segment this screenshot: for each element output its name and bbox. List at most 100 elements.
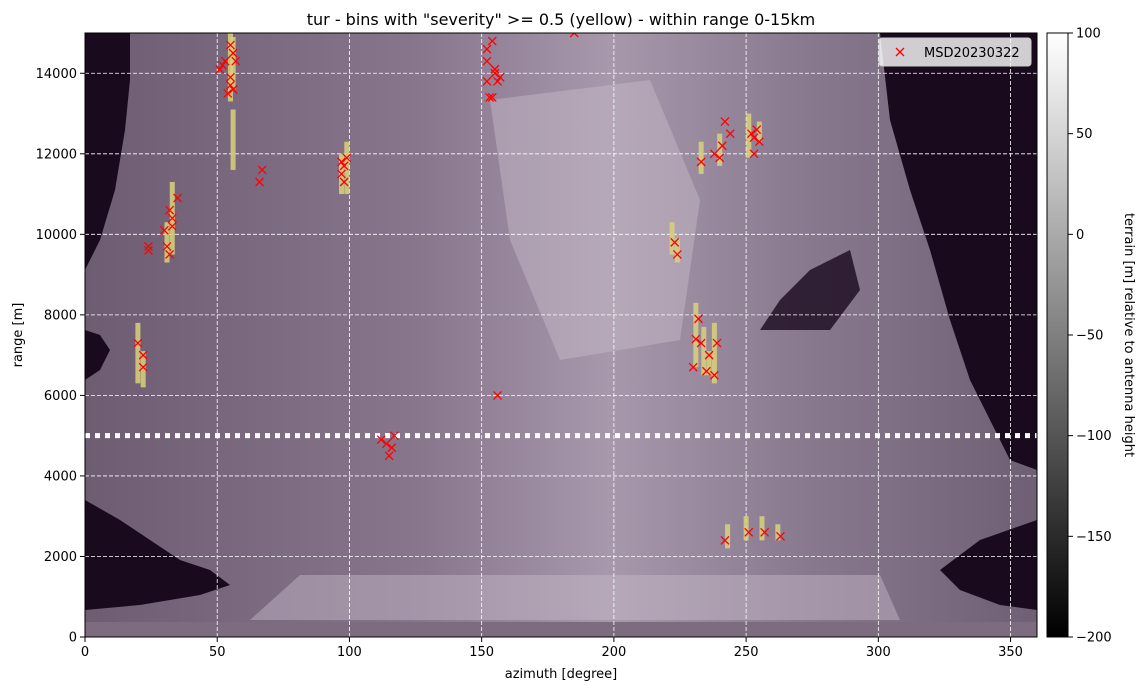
detection-markers xyxy=(133,33,785,545)
severity-bin xyxy=(227,33,233,102)
detection-marker xyxy=(228,84,238,94)
colorbar-tick-label: 100 xyxy=(1076,27,1101,42)
colorbar-tick-label: 50 xyxy=(1076,127,1093,142)
detection-marker xyxy=(387,443,397,453)
detection-marker xyxy=(257,165,267,175)
detection-marker xyxy=(389,431,399,441)
x-tick-label: 150 xyxy=(469,645,494,660)
severity-bin xyxy=(140,351,146,388)
detection-marker xyxy=(691,334,701,344)
legend-label: MSD20230322 xyxy=(924,46,1020,61)
detection-marker xyxy=(776,531,785,541)
detection-marker xyxy=(704,350,714,360)
detection-marker xyxy=(720,117,730,127)
detection-marker xyxy=(670,237,680,247)
detection-marker xyxy=(138,350,148,360)
detection-marker xyxy=(384,451,394,461)
detection-marker xyxy=(167,221,177,231)
detection-marker xyxy=(487,36,497,46)
x-tick-label: 300 xyxy=(866,645,891,660)
colorbar-tick-label: 0 xyxy=(1076,228,1084,243)
colorbar-tick-label: −100 xyxy=(1076,429,1112,444)
severity-bin xyxy=(743,516,749,541)
colorbar-tick-label: −150 xyxy=(1076,530,1112,545)
y-tick-label: 14000 xyxy=(36,67,77,82)
colorbar: 100 50 0 −50 −100 −150 −200 terrain [m] relati… xyxy=(1046,27,1136,646)
severity-bin xyxy=(725,524,731,549)
detection-marker xyxy=(482,56,492,66)
detection-marker xyxy=(495,72,505,82)
detection-marker xyxy=(696,338,706,348)
x-axis: 0 50 100 150 200 250 300 350 xyxy=(81,637,1023,660)
detection-marker xyxy=(173,193,183,203)
y-axis-label: range [m] xyxy=(11,303,26,368)
detection-marker xyxy=(376,435,386,445)
detection-marker xyxy=(482,76,492,86)
grid-lines xyxy=(85,33,1037,637)
detection-marker xyxy=(144,245,153,255)
detection-marker xyxy=(225,80,235,90)
detection-marker xyxy=(482,44,492,54)
x-axis-label: azimuth [degree] xyxy=(505,667,617,682)
detection-marker xyxy=(167,213,177,223)
colorbar-tick-label: −200 xyxy=(1076,631,1112,646)
detection-marker xyxy=(749,149,759,159)
detection-marker xyxy=(712,338,722,348)
detection-marker xyxy=(382,439,391,449)
detection-marker xyxy=(569,33,579,38)
detection-marker xyxy=(342,153,352,163)
detection-marker xyxy=(339,177,349,187)
detection-marker xyxy=(337,169,346,179)
y-tick-label: 2000 xyxy=(44,550,77,565)
severity-bin xyxy=(775,524,781,541)
severity-bin xyxy=(230,109,236,170)
detection-marker xyxy=(339,161,349,171)
x-tick-label: 350 xyxy=(998,645,1023,660)
legend: MSD20230322 xyxy=(878,37,1032,67)
detection-marker xyxy=(138,362,148,372)
detection-marker xyxy=(162,241,172,251)
detection-marker xyxy=(694,314,703,324)
detection-marker xyxy=(701,366,711,376)
detection-marker xyxy=(144,241,153,251)
severity-bin xyxy=(701,326,707,376)
detection-marker xyxy=(490,64,500,74)
detection-marker xyxy=(725,129,735,139)
detection-marker xyxy=(133,338,143,348)
detection-marker xyxy=(709,149,719,159)
detection-marker xyxy=(487,92,497,102)
detection-marker xyxy=(746,129,756,139)
detection-marker xyxy=(696,157,706,167)
detection-marker xyxy=(220,56,230,66)
detection-marker xyxy=(215,64,225,74)
detection-marker xyxy=(165,205,175,215)
y-tick-label: 0 xyxy=(69,631,77,646)
detection-marker xyxy=(744,527,754,537)
x-tick-label: 200 xyxy=(601,645,626,660)
severity-bin xyxy=(711,322,717,384)
severity-bin xyxy=(135,322,141,384)
detection-marker xyxy=(754,137,764,147)
detection-marker xyxy=(225,40,235,50)
x-tick-label: 100 xyxy=(337,645,362,660)
severity-bin xyxy=(706,351,712,376)
y-tick-label: 12000 xyxy=(36,147,77,162)
detection-marker xyxy=(720,535,730,545)
detection-marker xyxy=(749,133,759,143)
detection-marker xyxy=(228,48,238,58)
detection-marker xyxy=(231,56,241,66)
legend-marker-icon xyxy=(895,47,905,57)
severity-bin xyxy=(674,238,680,263)
detection-marker xyxy=(165,250,175,259)
severity-bin xyxy=(669,222,675,255)
chart-title: tur - bins with "severity" >= 0.5 (yello… xyxy=(307,10,816,29)
severity-bin xyxy=(717,133,723,166)
terrain-shading xyxy=(85,33,1037,610)
detection-marker xyxy=(752,125,762,135)
detection-marker xyxy=(709,370,719,380)
detection-marker xyxy=(717,141,727,151)
detection-marker xyxy=(159,225,169,235)
y-tick-label: 10000 xyxy=(36,228,77,243)
detection-marker xyxy=(255,177,264,187)
